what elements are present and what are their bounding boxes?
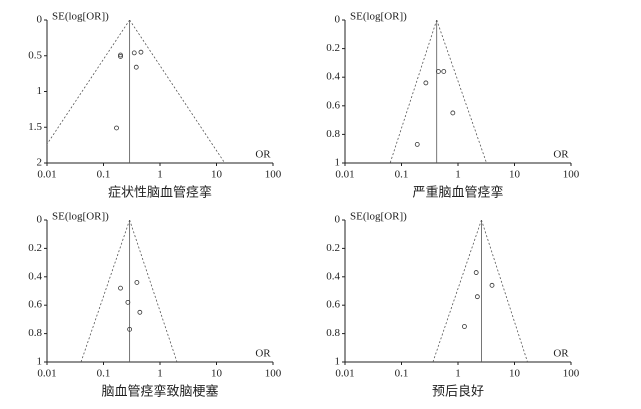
y-tick-label: 0 xyxy=(335,14,341,26)
chart-title: 脑血管痉挛致脑梗塞 xyxy=(101,384,218,400)
x-tick-label: 0.01 xyxy=(335,169,354,181)
x-tick-label: 100 xyxy=(563,169,580,181)
x-tick-label: 1 xyxy=(157,368,163,380)
study-point xyxy=(473,270,479,275)
funnel-limit xyxy=(436,20,487,163)
study-point xyxy=(423,80,429,86)
study-point xyxy=(138,49,144,55)
study-point xyxy=(133,64,139,70)
x-axis-label: OR xyxy=(255,348,271,360)
study-point xyxy=(118,54,123,59)
x-tick-label: 0.1 xyxy=(97,368,111,380)
study-point xyxy=(489,282,495,288)
y-tick-label: 1 xyxy=(37,85,43,97)
x-tick-label: 10 xyxy=(211,368,223,380)
y-tick-label: 0.5 xyxy=(28,49,42,61)
y-tick-label: 1 xyxy=(37,356,43,368)
y-tick-label: 0.8 xyxy=(326,327,340,339)
x-axis-label: OR xyxy=(553,149,569,161)
chart-title: 症状性脑血管痉挛 xyxy=(108,185,212,201)
study-point xyxy=(462,324,467,329)
x-tick-label: 1 xyxy=(455,368,461,380)
y-axis-label: SE(log[OR]) xyxy=(52,211,109,223)
x-tick-label: 1 xyxy=(455,169,461,181)
x-tick-label: 0.01 xyxy=(37,368,56,380)
y-tick-label: 0.4 xyxy=(326,270,340,282)
study-point xyxy=(134,280,140,285)
y-tick-label: 0.2 xyxy=(326,42,340,54)
x-tick-label: 100 xyxy=(563,368,580,380)
y-tick-label: 0 xyxy=(335,214,341,226)
study-point xyxy=(127,326,133,332)
x-axis-label: OR xyxy=(255,149,271,161)
x-tick-label: 1 xyxy=(157,169,163,181)
study-point xyxy=(125,299,131,305)
funnel-limit xyxy=(129,220,178,362)
y-tick-label: 2 xyxy=(37,157,43,169)
study-point xyxy=(137,309,143,315)
y-tick-label: 0.6 xyxy=(326,299,340,311)
x-tick-label: 0.01 xyxy=(335,368,354,380)
y-tick-label: 0.8 xyxy=(326,128,340,140)
x-tick-label: 0.1 xyxy=(97,169,111,181)
y-axis-label: SE(log[OR]) xyxy=(350,11,407,23)
y-axis-label: SE(log[OR]) xyxy=(52,11,109,23)
x-tick-label: 0.1 xyxy=(395,368,409,380)
chart-title: 严重脑血管痉挛 xyxy=(412,185,503,201)
study-point xyxy=(118,285,123,291)
funnel-limit xyxy=(481,220,528,362)
y-tick-label: 0.2 xyxy=(326,242,340,254)
x-tick-label: 0.1 xyxy=(395,169,409,181)
x-tick-label: 10 xyxy=(211,169,223,181)
y-tick-label: 0.2 xyxy=(28,242,42,254)
x-tick-label: 100 xyxy=(265,169,282,181)
study-point xyxy=(474,294,480,300)
study-point xyxy=(131,50,137,56)
x-axis-label: OR xyxy=(553,348,569,360)
y-axis-label: SE(log[OR]) xyxy=(350,211,407,223)
study-point xyxy=(414,142,420,147)
funnel-limit xyxy=(129,20,226,163)
funnel-limit xyxy=(432,220,482,362)
y-tick-label: 0.8 xyxy=(28,327,42,339)
x-tick-label: 0.01 xyxy=(37,169,56,181)
x-tick-label: 10 xyxy=(509,368,521,380)
funnel-limit xyxy=(389,20,438,163)
y-tick-label: 0 xyxy=(37,14,43,26)
y-tick-label: 1.5 xyxy=(28,121,42,133)
study-point xyxy=(450,110,456,116)
funnel-limit xyxy=(80,220,131,362)
y-tick-label: 0.4 xyxy=(28,270,42,282)
chart-title: 预后良好 xyxy=(432,384,484,400)
y-tick-label: 0.4 xyxy=(326,71,340,83)
study-point xyxy=(441,69,447,74)
y-tick-label: 0 xyxy=(37,214,43,226)
x-tick-label: 100 xyxy=(265,368,282,380)
study-point xyxy=(114,125,119,131)
funnel-limit xyxy=(47,20,130,145)
y-tick-label: 0.6 xyxy=(28,299,42,311)
y-tick-label: 0.6 xyxy=(326,99,340,111)
y-tick-label: 1 xyxy=(335,356,341,368)
y-tick-label: 1 xyxy=(335,157,341,169)
x-tick-label: 10 xyxy=(509,169,521,181)
study-point xyxy=(436,69,441,74)
study-point xyxy=(118,52,123,58)
